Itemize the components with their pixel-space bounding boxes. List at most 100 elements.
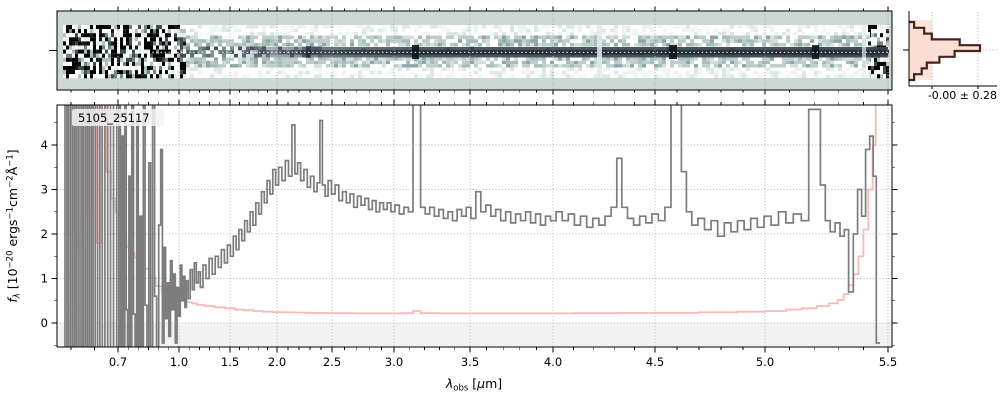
noise-cell (534, 25, 538, 29)
noise-cell (234, 71, 238, 75)
noise-cell (183, 74, 186, 79)
noise-cell (180, 70, 183, 75)
noise-cell (141, 37, 144, 42)
noise-cell (746, 64, 750, 68)
noise-cell (132, 33, 135, 38)
noise-cell (63, 49, 66, 54)
noise-cell (117, 49, 120, 54)
noise-cell (168, 74, 171, 79)
noise-cell (238, 42, 242, 47)
noise-cell (114, 74, 117, 79)
noise-cell (442, 60, 446, 65)
noise-cell (382, 28, 386, 32)
noise-cell (138, 61, 141, 66)
noise-cell (470, 46, 474, 50)
noise-cell (718, 60, 722, 65)
noise-cell (254, 25, 258, 29)
noise-cell (883, 25, 886, 30)
noise-cell (574, 60, 578, 65)
noise-cell (502, 71, 506, 75)
noise-cell (132, 66, 135, 71)
noise-cell (678, 25, 682, 29)
noise-cell (120, 41, 123, 46)
noise-cell (250, 28, 254, 32)
noise-cell (394, 74, 398, 78)
noise-cell (210, 42, 214, 47)
noise-cell (562, 74, 566, 78)
noise-cell (450, 64, 454, 68)
noise-cell (814, 71, 818, 75)
noise-cell (135, 70, 138, 75)
noise-cell (81, 70, 84, 75)
noise-cell (750, 60, 754, 65)
noise-cell (542, 71, 546, 75)
noise-cell (72, 61, 75, 66)
noise-cell (578, 42, 582, 47)
noise-cell (69, 41, 72, 46)
noise-cell (378, 67, 382, 71)
noise-cell (123, 33, 126, 38)
noise-cell (546, 42, 550, 47)
noise-cell (270, 60, 274, 65)
noise-cell (374, 71, 378, 75)
noise-cell (90, 74, 93, 79)
noise-cell (802, 42, 806, 47)
x-tick-label: 3.5 (461, 355, 479, 369)
noise-cell (550, 64, 554, 68)
noise-cell (183, 33, 186, 38)
noise-cell (734, 35, 738, 40)
noise-cell (171, 29, 174, 34)
noise-cell (574, 35, 578, 40)
noise-cell (514, 35, 518, 40)
noise-cell (526, 39, 530, 43)
noise-cell (762, 64, 766, 68)
noise-cell (854, 71, 858, 75)
noise-cell (678, 60, 682, 65)
noise-cell (370, 60, 374, 65)
noise-cell (156, 33, 159, 38)
noise-cell (774, 74, 778, 78)
noise-cell (590, 35, 594, 40)
noise-cell (566, 74, 570, 78)
noise-cell (108, 45, 111, 50)
noise-cell (522, 42, 526, 47)
noise-cell (93, 57, 96, 62)
noise-cell (614, 28, 618, 32)
noise-cell (358, 42, 362, 47)
noise-cell (96, 33, 99, 38)
noise-cell (183, 53, 186, 58)
noise-cell (810, 60, 814, 65)
noise-cell (87, 41, 90, 46)
noise-cell (662, 67, 666, 71)
noise-cell (446, 32, 450, 36)
noise-cell (546, 71, 550, 75)
noise-cell (694, 28, 698, 32)
noise-cell (538, 74, 542, 78)
noise-cell (466, 60, 470, 65)
flux-line (64, 105, 881, 347)
noise-cell (810, 57, 814, 61)
noise-cell (84, 61, 87, 66)
noise-cell (694, 25, 698, 29)
noise-cell (582, 42, 586, 47)
noise-cell (722, 67, 726, 71)
noise-cell (854, 64, 858, 68)
noise-cell (658, 60, 662, 65)
noise-cell (306, 57, 310, 61)
noise-cell (650, 35, 654, 40)
noise-cell (646, 74, 650, 78)
noise-cell (366, 35, 370, 40)
noise-cell (850, 25, 854, 29)
noise-cell (90, 70, 93, 75)
noise-cell (99, 61, 102, 66)
noise-cell (150, 74, 153, 79)
noise-cell (730, 67, 734, 71)
noise-cell (141, 66, 144, 71)
noise-cell (478, 42, 482, 47)
noise-cell (165, 66, 168, 71)
noise-cell (430, 35, 434, 40)
noise-cell (822, 42, 826, 47)
noise-cell (81, 74, 84, 79)
noise-cell (814, 60, 818, 65)
noise-cell (214, 60, 218, 65)
